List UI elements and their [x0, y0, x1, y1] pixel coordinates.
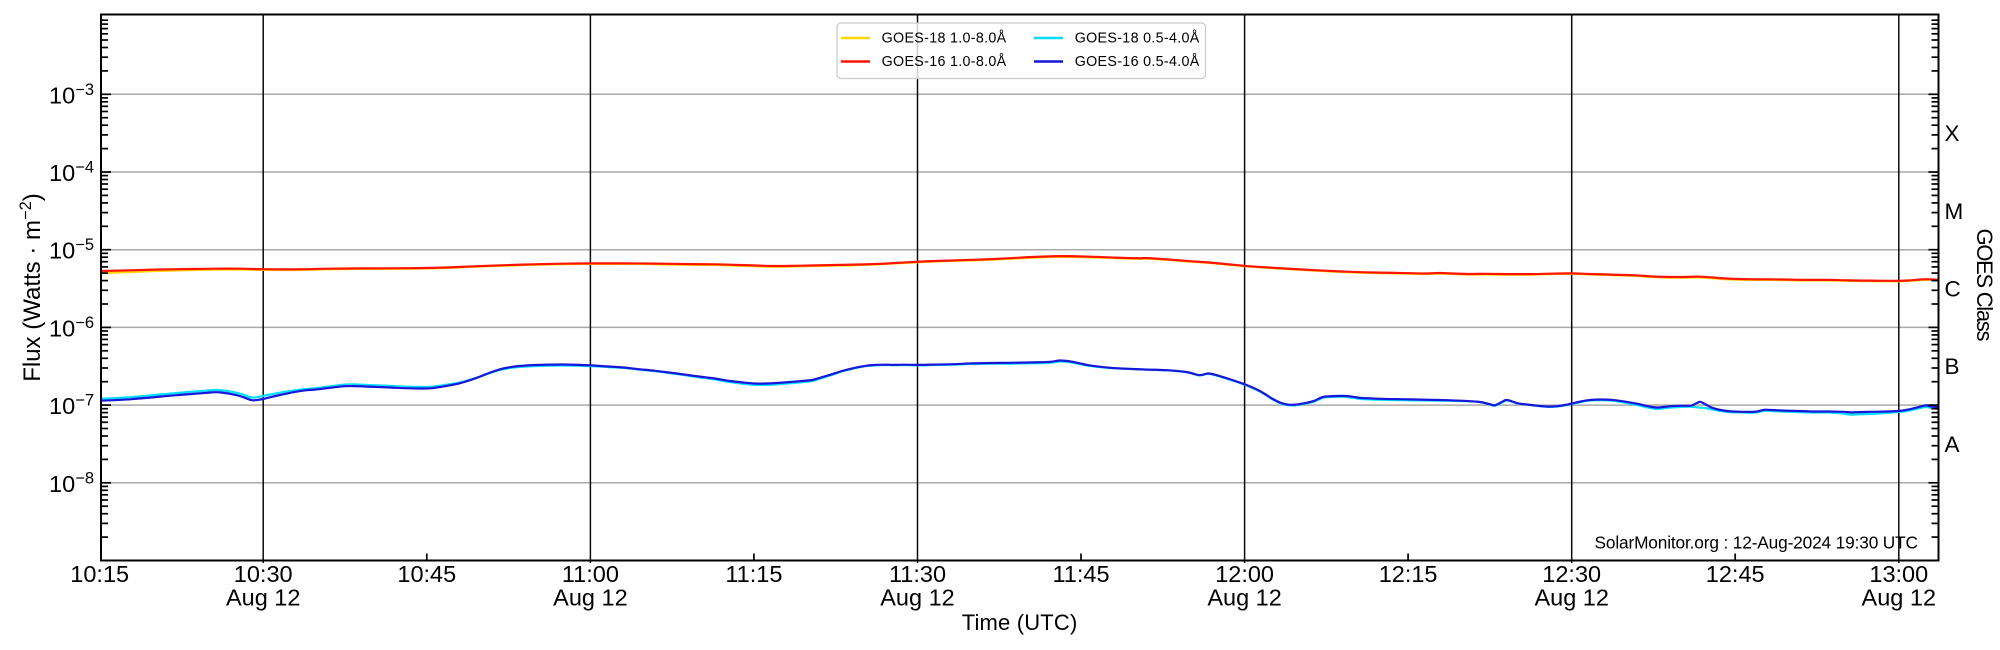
svg-text:12:45: 12:45 — [1706, 561, 1765, 587]
svg-text:11:00: 11:00 — [562, 561, 619, 587]
svg-text:GOES-16 1.0-8.0Å: GOES-16 1.0-8.0Å — [882, 53, 1007, 70]
svg-text:10:30: 10:30 — [234, 561, 293, 587]
svg-text:Aug 12: Aug 12 — [226, 585, 300, 611]
svg-text:GOES Class: GOES Class — [1972, 229, 1997, 342]
svg-text:GOES-16 0.5-4.0Å: GOES-16 0.5-4.0Å — [1075, 53, 1200, 70]
svg-text:13:00: 13:00 — [1869, 561, 1928, 587]
svg-text:M: M — [1945, 199, 1964, 224]
svg-text:Aug 12: Aug 12 — [1862, 585, 1936, 611]
svg-text:10−6: 10−6 — [49, 314, 94, 342]
svg-text:X: X — [1945, 121, 1960, 146]
svg-text:Aug 12: Aug 12 — [1534, 585, 1608, 611]
svg-text:10−4: 10−4 — [49, 159, 94, 187]
svg-text:10:15: 10:15 — [70, 561, 129, 587]
svg-text:Aug 12: Aug 12 — [1207, 585, 1281, 611]
svg-text:12:30: 12:30 — [1542, 561, 1601, 587]
svg-text:12:00: 12:00 — [1215, 561, 1274, 587]
svg-text:11:30: 11:30 — [889, 561, 946, 587]
svg-text:B: B — [1945, 354, 1960, 379]
svg-text:Aug 12: Aug 12 — [553, 585, 627, 611]
svg-text:10:45: 10:45 — [397, 561, 456, 587]
svg-text:SolarMonitor.org : 12-Aug-2024: SolarMonitor.org : 12-Aug-2024 19:30 UTC — [1595, 533, 1919, 553]
svg-text:11:45: 11:45 — [1052, 561, 1109, 587]
svg-text:C: C — [1945, 277, 1961, 302]
svg-text:GOES-18 1.0-8.0Å: GOES-18 1.0-8.0Å — [882, 29, 1007, 46]
svg-text:Aug 12: Aug 12 — [880, 585, 954, 611]
svg-text:Flux (Watts · m−2): Flux (Watts · m−2) — [17, 193, 46, 382]
svg-text:11:15: 11:15 — [725, 561, 782, 587]
svg-text:Time (UTC): Time (UTC) — [962, 610, 1078, 635]
svg-text:12:15: 12:15 — [1379, 561, 1438, 587]
svg-text:A: A — [1945, 432, 1960, 457]
svg-text:GOES-18 0.5-4.0Å: GOES-18 0.5-4.0Å — [1075, 29, 1200, 46]
